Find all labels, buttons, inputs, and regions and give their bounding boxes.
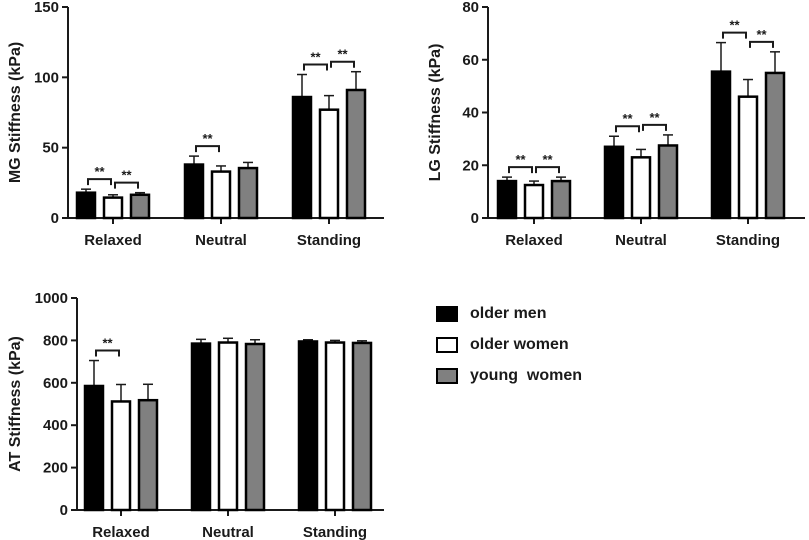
lg-significance-bracket [535, 166, 560, 174]
lg-bar-young-women-standing [764, 71, 786, 220]
at-bar-young-women-standing [351, 341, 373, 512]
mg-significance-label: ** [202, 131, 213, 146]
at-bar-older-women-relaxed [110, 400, 132, 512]
at-y-tick-label: 200 [43, 460, 68, 477]
at-y-axis-label: AT Stiffness (kPa) [7, 336, 24, 472]
lg-significance-label: ** [649, 110, 660, 125]
at-bar-older-men-neutral [190, 342, 212, 512]
lg-bar-older-men-relaxed [496, 179, 518, 220]
at-y-tick-label: 600 [43, 375, 68, 392]
lg-category-label-standing: Standing [716, 232, 780, 249]
mg-significance-label: ** [310, 50, 321, 65]
lg-y-tick-label: 40 [462, 105, 479, 122]
legend-item-older-women: older women [436, 329, 656, 360]
legend-item-young-women: young women [436, 360, 656, 391]
legend-label-older-men: older men [470, 304, 547, 322]
at-stiffness-chart: 0 200 400 600 800 1000 AT Stiffness (kPa) Relax… [7, 290, 384, 540]
legend-item-older-men: older men [436, 298, 656, 329]
legend: older men older women young women [436, 298, 656, 391]
lg-bar-young-women-relaxed [550, 179, 572, 220]
at-bar-older-men-standing [297, 340, 319, 512]
lg-y-tick-label: 80 [462, 0, 479, 16]
lg-significance-bracket [749, 40, 774, 48]
legend-label-young-women: young women [470, 366, 582, 384]
legend-label-older-women: older women [470, 335, 569, 353]
mg-significance-label: ** [337, 47, 348, 62]
lg-significance-label: ** [756, 27, 767, 42]
mg-category-label-relaxed: Relaxed [84, 232, 142, 249]
mg-bar-older-men-neutral [183, 163, 205, 220]
mg-significance-bracket [330, 60, 355, 68]
mg-category-label-standing: Standing [297, 232, 361, 249]
lg-significance-label: ** [515, 152, 526, 167]
mg-significance-label: ** [94, 164, 105, 179]
mg-bar-older-women-neutral [210, 170, 232, 220]
lg-bar-older-men-neutral [603, 145, 625, 220]
legend-swatch-older-men [436, 305, 458, 322]
at-significance-label: ** [102, 336, 113, 351]
lg-y-tick-label: 0 [471, 210, 479, 227]
lg-significance-bracket [642, 123, 667, 131]
mg-bar-older-men-relaxed [75, 191, 97, 220]
legend-swatch-young-women [436, 367, 458, 384]
mg-bar-young-women-relaxed [129, 193, 151, 220]
lg-category-label-relaxed: Relaxed [505, 232, 563, 249]
mg-bar-young-women-standing [345, 88, 367, 220]
mg-y-axis-label: MG Stiffness (kPa) [7, 42, 24, 183]
mg-bar-older-women-relaxed [102, 196, 124, 220]
lg-significance-label: ** [729, 18, 740, 33]
lg-y-axis-label: LG Stiffness (kPa) [427, 44, 444, 182]
mg-significance-bracket [87, 178, 112, 186]
at-y-tick-label: 800 [43, 332, 68, 349]
legend-swatch-older-women [436, 336, 458, 353]
at-bar-young-women-relaxed [137, 398, 159, 512]
at-bar-older-men-relaxed [83, 384, 105, 512]
mg-bar-older-women-standing [318, 108, 340, 220]
lg-bar-older-women-relaxed [523, 183, 545, 220]
at-y-tick-label: 0 [60, 502, 68, 519]
at-bar-young-women-neutral [244, 342, 266, 512]
lg-y-tick-label: 20 [462, 157, 479, 174]
lg-category-label-neutral: Neutral [615, 232, 667, 249]
lg-bar-older-women-neutral [630, 156, 652, 220]
lg-significance-bracket [508, 166, 533, 174]
at-significance-bracket [95, 349, 120, 357]
at-y-tick-label: 400 [43, 417, 68, 434]
mg-significance-label: ** [121, 168, 132, 183]
at-category-label-relaxed: Relaxed [92, 524, 150, 540]
at-y-tick-label: 1000 [35, 290, 68, 307]
mg-significance-bracket [195, 145, 220, 153]
mg-y-tick-label: 100 [34, 69, 59, 86]
at-bar-older-women-neutral [217, 341, 239, 512]
lg-stiffness-chart: 0 20 40 60 80 LG Stiffness (kPa) Relaxed Neutra… [427, 0, 805, 249]
lg-bar-older-women-standing [737, 95, 759, 220]
mg-y-tick-label: 0 [51, 210, 59, 227]
lg-significance-bracket [722, 31, 747, 39]
lg-bar-older-men-standing [710, 70, 732, 220]
mg-significance-bracket [303, 63, 328, 71]
mg-bar-young-women-neutral [237, 166, 259, 220]
mg-stiffness-chart: 0 50 100 150 MG Stiffness (kPa) Relaxed Neutra… [7, 0, 384, 249]
lg-significance-bracket [615, 125, 640, 133]
at-category-label-neutral: Neutral [202, 524, 254, 540]
mg-y-tick-label: 50 [42, 140, 59, 157]
lg-significance-label: ** [622, 111, 633, 126]
lg-y-tick-label: 60 [462, 52, 479, 69]
lg-bar-young-women-neutral [657, 144, 679, 220]
mg-category-label-neutral: Neutral [195, 232, 247, 249]
mg-y-tick-label: 150 [34, 0, 59, 16]
lg-significance-label: ** [542, 152, 553, 167]
mg-significance-bracket [114, 181, 139, 189]
at-category-label-standing: Standing [303, 524, 367, 540]
at-bar-older-women-standing [324, 341, 346, 512]
mg-bar-older-men-standing [291, 95, 313, 220]
